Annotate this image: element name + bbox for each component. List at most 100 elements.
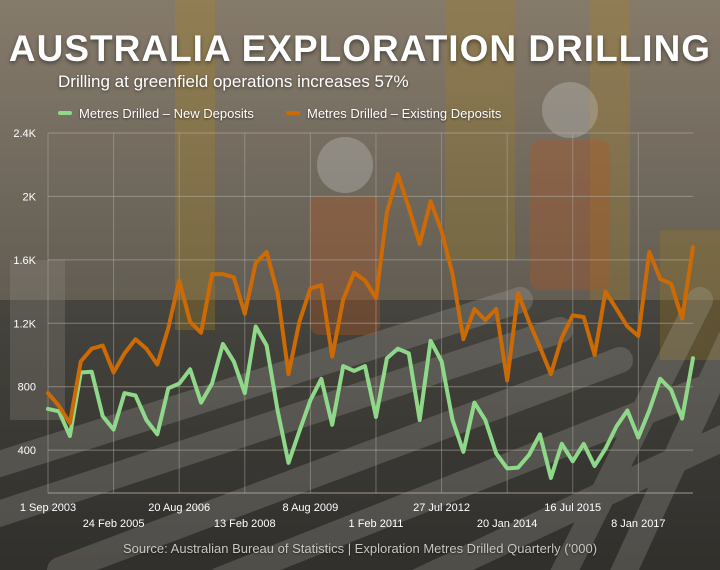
data-point-new-deposits[interactable]	[177, 382, 181, 386]
data-point-new-deposits[interactable]	[483, 418, 487, 422]
data-point-new-deposits[interactable]	[647, 409, 651, 413]
series-line-new-deposits[interactable]	[46, 324, 695, 480]
data-point-existing-deposits[interactable]	[494, 307, 498, 311]
data-point-new-deposits[interactable]	[68, 434, 72, 438]
data-point-existing-deposits[interactable]	[319, 283, 323, 287]
data-point-new-deposits[interactable]	[243, 391, 247, 395]
data-point-existing-deposits[interactable]	[658, 277, 662, 281]
data-point-new-deposits[interactable]	[636, 435, 640, 439]
data-point-new-deposits[interactable]	[210, 382, 214, 386]
data-point-new-deposits[interactable]	[101, 414, 105, 418]
data-point-existing-deposits[interactable]	[691, 245, 695, 249]
data-point-new-deposits[interactable]	[494, 451, 498, 455]
data-point-new-deposits[interactable]	[221, 342, 225, 346]
data-point-new-deposits[interactable]	[571, 459, 575, 463]
data-point-new-deposits[interactable]	[582, 442, 586, 446]
data-point-new-deposits[interactable]	[363, 364, 367, 368]
data-point-existing-deposits[interactable]	[505, 378, 509, 382]
data-point-new-deposits[interactable]	[418, 418, 422, 422]
data-point-new-deposits[interactable]	[46, 407, 50, 411]
data-point-existing-deposits[interactable]	[265, 250, 269, 254]
data-point-new-deposits[interactable]	[625, 409, 629, 413]
data-point-new-deposits[interactable]	[396, 347, 400, 351]
data-point-existing-deposits[interactable]	[450, 272, 454, 276]
data-point-existing-deposits[interactable]	[352, 271, 356, 275]
data-point-existing-deposits[interactable]	[440, 229, 444, 233]
data-point-existing-deposits[interactable]	[429, 199, 433, 203]
data-point-new-deposits[interactable]	[472, 401, 476, 405]
data-point-existing-deposits[interactable]	[374, 296, 378, 300]
data-point-existing-deposits[interactable]	[221, 272, 225, 276]
data-point-existing-deposits[interactable]	[396, 172, 400, 176]
data-point-new-deposits[interactable]	[593, 464, 597, 468]
series-line-existing-deposits[interactable]	[46, 172, 695, 426]
data-point-existing-deposits[interactable]	[418, 242, 422, 246]
data-point-new-deposits[interactable]	[232, 359, 236, 363]
data-point-new-deposits[interactable]	[669, 388, 673, 392]
data-point-new-deposits[interactable]	[112, 428, 116, 432]
data-point-existing-deposits[interactable]	[385, 210, 389, 214]
data-point-existing-deposits[interactable]	[112, 370, 116, 374]
data-point-existing-deposits[interactable]	[297, 320, 301, 324]
data-point-existing-deposits[interactable]	[483, 318, 487, 322]
data-point-existing-deposits[interactable]	[68, 421, 72, 425]
data-point-new-deposits[interactable]	[385, 356, 389, 360]
data-point-new-deposits[interactable]	[614, 424, 618, 428]
data-point-existing-deposits[interactable]	[166, 326, 170, 330]
data-point-new-deposits[interactable]	[90, 370, 94, 374]
data-point-existing-deposits[interactable]	[188, 320, 192, 324]
data-point-new-deposits[interactable]	[123, 391, 127, 395]
data-point-existing-deposits[interactable]	[199, 331, 203, 335]
data-point-new-deposits[interactable]	[308, 398, 312, 402]
data-point-new-deposits[interactable]	[330, 423, 334, 427]
data-point-new-deposits[interactable]	[188, 367, 192, 371]
data-point-existing-deposits[interactable]	[46, 391, 50, 395]
data-point-existing-deposits[interactable]	[330, 355, 334, 359]
data-point-existing-deposits[interactable]	[133, 337, 137, 341]
data-point-existing-deposits[interactable]	[472, 307, 476, 311]
data-point-new-deposits[interactable]	[505, 466, 509, 470]
data-point-new-deposits[interactable]	[155, 432, 159, 436]
data-point-existing-deposits[interactable]	[90, 347, 94, 351]
data-point-existing-deposits[interactable]	[527, 320, 531, 324]
data-point-new-deposits[interactable]	[549, 476, 553, 480]
data-point-new-deposits[interactable]	[461, 450, 465, 454]
data-point-existing-deposits[interactable]	[243, 312, 247, 316]
data-point-existing-deposits[interactable]	[625, 324, 629, 328]
data-point-existing-deposits[interactable]	[254, 261, 258, 265]
data-point-new-deposits[interactable]	[429, 339, 433, 343]
data-point-existing-deposits[interactable]	[636, 334, 640, 338]
data-point-existing-deposits[interactable]	[210, 272, 214, 276]
data-point-existing-deposits[interactable]	[177, 278, 181, 282]
data-point-new-deposits[interactable]	[604, 447, 608, 451]
data-point-existing-deposits[interactable]	[549, 372, 553, 376]
data-point-new-deposits[interactable]	[538, 432, 542, 436]
legend-item-existing-deposits[interactable]: Metres Drilled – Existing Deposits	[286, 104, 501, 122]
data-point-new-deposits[interactable]	[287, 461, 291, 465]
data-point-existing-deposits[interactable]	[341, 298, 345, 302]
data-point-existing-deposits[interactable]	[57, 404, 61, 408]
data-point-existing-deposits[interactable]	[538, 345, 542, 349]
data-point-existing-deposits[interactable]	[407, 206, 411, 210]
data-point-new-deposits[interactable]	[265, 344, 269, 348]
data-point-existing-deposits[interactable]	[593, 353, 597, 357]
data-point-existing-deposits[interactable]	[604, 290, 608, 294]
data-point-new-deposits[interactable]	[516, 466, 520, 470]
data-point-existing-deposits[interactable]	[614, 307, 618, 311]
data-point-existing-deposits[interactable]	[571, 313, 575, 317]
data-point-new-deposits[interactable]	[560, 442, 564, 446]
data-point-new-deposits[interactable]	[276, 409, 280, 413]
data-point-new-deposits[interactable]	[144, 418, 148, 422]
data-point-new-deposits[interactable]	[341, 364, 345, 368]
data-point-existing-deposits[interactable]	[647, 250, 651, 254]
data-point-existing-deposits[interactable]	[680, 317, 684, 321]
legend-item-new-deposits[interactable]: Metres Drilled – New Deposits	[58, 104, 254, 122]
data-point-existing-deposits[interactable]	[232, 275, 236, 279]
data-point-new-deposits[interactable]	[691, 356, 695, 360]
data-point-new-deposits[interactable]	[199, 401, 203, 405]
data-point-new-deposits[interactable]	[658, 377, 662, 381]
data-point-new-deposits[interactable]	[319, 377, 323, 381]
data-point-existing-deposits[interactable]	[516, 291, 520, 295]
data-point-existing-deposits[interactable]	[155, 363, 159, 367]
data-point-existing-deposits[interactable]	[276, 291, 280, 295]
